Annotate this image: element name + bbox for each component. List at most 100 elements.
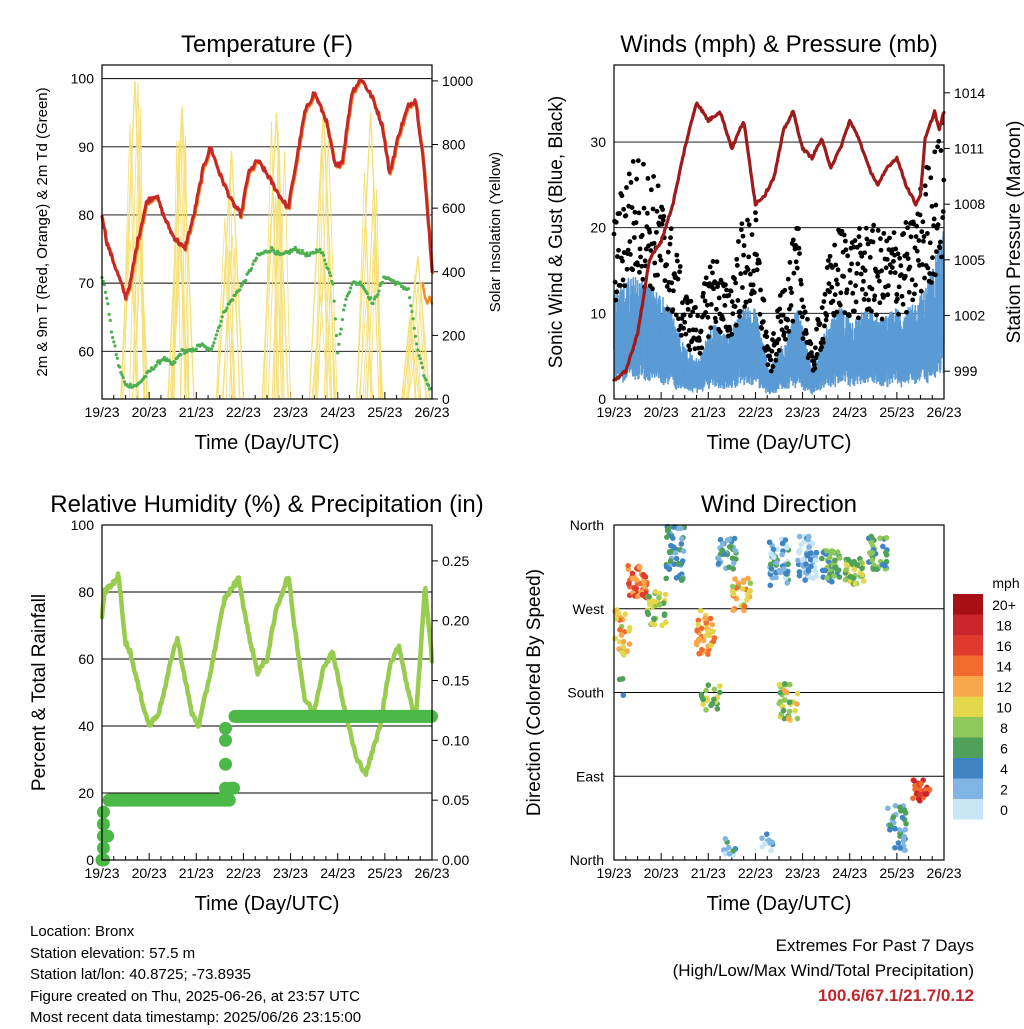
humidity-title: Relative Humidity (%) & Precipitation (i… — [50, 491, 483, 518]
gust-point — [619, 193, 625, 199]
dewpoint-point — [210, 347, 214, 351]
direction-point — [895, 840, 902, 846]
gust-point — [738, 271, 744, 277]
gust-point — [768, 357, 774, 363]
direction-point — [777, 689, 784, 696]
winds-panel: Winds (mph) & Pressure (mb) 19/23 20/23 21/… — [546, 31, 1024, 454]
direction-point — [860, 578, 867, 584]
gust-point — [670, 307, 676, 313]
direction-point — [652, 588, 659, 595]
dewpoint-point — [156, 359, 161, 363]
legend-label: 6 — [1000, 741, 1008, 757]
temperature-title: Temperature (F) — [181, 31, 353, 58]
direction-point — [896, 827, 903, 833]
gust-point — [901, 231, 907, 236]
gust-point — [903, 220, 909, 225]
direction-point — [794, 690, 801, 697]
gust-point — [847, 267, 853, 273]
y-tick-label: 60 — [78, 343, 94, 359]
gust-point — [812, 366, 818, 371]
gust-point — [774, 340, 780, 346]
gust-point — [693, 305, 698, 310]
gust-point — [760, 319, 766, 324]
direction-point — [868, 533, 875, 540]
winds-title: Winds (mph) & Pressure (mb) — [620, 31, 937, 58]
gust-point — [729, 299, 735, 305]
direction-point — [695, 617, 702, 624]
gust-point — [771, 331, 776, 336]
gust-point — [863, 291, 869, 297]
gust-point — [885, 283, 891, 289]
direction-point — [725, 844, 732, 851]
direction-point — [711, 686, 718, 693]
direction-point — [759, 835, 765, 841]
direction-point — [784, 544, 790, 551]
solar-peak — [167, 106, 195, 400]
dewpoint-point — [225, 306, 229, 310]
gust-point — [754, 267, 760, 273]
dewpoint-point — [179, 353, 183, 357]
solar-spike — [170, 140, 186, 400]
direction-point — [813, 549, 820, 556]
precip-point — [96, 841, 110, 855]
y-right-tick-label: 600 — [442, 200, 466, 216]
direction-point — [732, 548, 739, 554]
gust-point — [734, 256, 740, 262]
dewpoint-point — [218, 324, 222, 328]
gust-point — [669, 280, 675, 286]
gust-point — [829, 284, 835, 290]
gust-point — [854, 270, 860, 276]
direction-point — [785, 561, 791, 568]
legend-swatch — [953, 594, 983, 615]
direction-point — [726, 564, 732, 570]
gust-point — [650, 286, 655, 292]
dewpoint-point — [114, 352, 118, 357]
gust-point — [889, 265, 895, 270]
direction-point — [773, 560, 780, 566]
y-right-tick-label: 1002 — [954, 308, 985, 324]
gust-point — [849, 261, 854, 267]
extremes-subtitle: (High/Low/Max Wind/Total Precipitation) — [672, 961, 974, 980]
direction-point — [832, 557, 838, 564]
direction-ylabel: Direction (Colored By Speed) — [524, 569, 545, 816]
direction-point — [717, 689, 723, 696]
direction-point — [804, 552, 810, 558]
extremes-summary: Extremes For Past 7 Days (High/Low/Max W… — [673, 933, 974, 1008]
gust-point — [842, 310, 848, 316]
gust-point — [716, 295, 722, 301]
dewpoint-point — [343, 303, 347, 307]
direction-point — [663, 619, 669, 626]
gust-point — [907, 264, 913, 270]
direction-point — [636, 564, 643, 570]
x-tick-label: 21/23 — [691, 404, 726, 420]
gust-point — [920, 219, 926, 225]
dewpoint-point — [111, 335, 115, 340]
direction-point — [762, 840, 768, 847]
gust-point — [650, 206, 656, 212]
gust-point — [824, 265, 830, 270]
gust-point — [726, 293, 732, 298]
gust-point — [637, 246, 643, 252]
dewpoint-point — [120, 373, 124, 377]
y-tick-label: South — [567, 685, 604, 701]
temperature-xlabel: Time (Day/UTC) — [195, 432, 340, 454]
gust-point — [855, 261, 861, 267]
gust-point — [797, 310, 803, 316]
direction-point — [618, 632, 625, 638]
dewpoint-point — [349, 286, 353, 290]
gust-point — [776, 336, 782, 342]
x-tick-label: 20/23 — [644, 404, 679, 420]
gust-point — [932, 272, 938, 278]
direction-point — [622, 611, 629, 617]
gust-point — [832, 292, 838, 298]
gust-point — [681, 312, 687, 318]
gust-point — [841, 232, 847, 238]
x-tick-label: 24/23 — [832, 404, 867, 420]
dewpoint-point — [238, 288, 242, 292]
gust-point — [681, 325, 686, 331]
dewpoint-point — [253, 259, 257, 263]
gust-point — [647, 229, 653, 235]
direction-point — [726, 536, 733, 543]
solar-spike — [408, 283, 427, 400]
direction-point — [792, 707, 798, 714]
